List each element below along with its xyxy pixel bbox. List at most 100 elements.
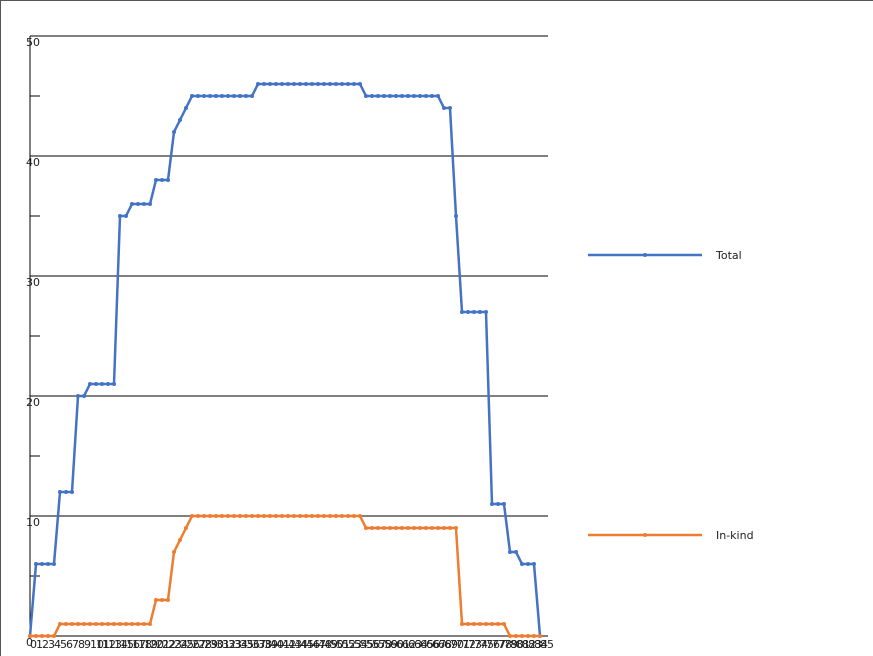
x-tick-label: 40 [270, 638, 284, 651]
point [502, 622, 506, 626]
point [364, 94, 368, 98]
point [526, 562, 530, 566]
point [70, 622, 74, 626]
x-tick-label: 14 [114, 638, 128, 651]
point [490, 622, 494, 626]
series-line [28, 82, 542, 637]
x-tick-label: 0 [30, 638, 37, 651]
point [304, 514, 308, 518]
x-tick-label: 31 [216, 638, 230, 651]
point [454, 526, 458, 530]
x-tick-label: 35 [240, 638, 254, 651]
point [436, 526, 440, 530]
x-tick-label: 11 [96, 638, 110, 651]
point [334, 82, 338, 86]
point [112, 382, 116, 386]
point [508, 634, 512, 638]
x-tick-label: 82 [522, 638, 536, 651]
point [64, 490, 68, 494]
point [196, 94, 200, 98]
x-tick-label: 1 [36, 638, 43, 651]
point [328, 82, 332, 86]
point [382, 526, 386, 530]
point [406, 94, 410, 98]
x-tick-label: 19 [144, 638, 158, 651]
point [58, 622, 62, 626]
x-tick-label: 75 [480, 638, 494, 651]
point [448, 106, 452, 110]
x-tick-label: 58 [378, 638, 392, 651]
point [346, 514, 350, 518]
x-tick-label: 72 [462, 638, 476, 651]
point [40, 634, 44, 638]
point [286, 514, 290, 518]
point [244, 94, 248, 98]
x-tick-label: 62 [402, 638, 416, 651]
x-tick-label: 21 [156, 638, 170, 651]
point [538, 634, 542, 638]
point [160, 598, 164, 602]
y-tick-label: 0 [26, 636, 33, 649]
point [484, 622, 488, 626]
point [316, 82, 320, 86]
point [52, 562, 56, 566]
point [160, 178, 164, 182]
point [400, 94, 404, 98]
y-tick-label: 20 [26, 396, 40, 409]
y-tick-label: 50 [26, 36, 40, 49]
point [466, 622, 470, 626]
point [184, 526, 188, 530]
point [466, 310, 470, 314]
point [310, 514, 314, 518]
point [208, 94, 212, 98]
x-tick-label: 54 [354, 638, 368, 651]
x-tick-label: 50 [330, 638, 344, 651]
x-tick-label: 59 [384, 638, 398, 651]
point [400, 526, 404, 530]
x-tick-label: 7 [72, 638, 79, 651]
point [394, 526, 398, 530]
point [202, 514, 206, 518]
point [238, 94, 242, 98]
point [82, 394, 86, 398]
x-tick-label: 43 [288, 638, 302, 651]
x-tick-label: 2 [42, 638, 49, 651]
point [370, 94, 374, 98]
point [232, 514, 236, 518]
point [238, 514, 242, 518]
x-tick-label: 84 [534, 638, 548, 651]
legend-marker [643, 533, 647, 537]
point [442, 106, 446, 110]
point [154, 598, 158, 602]
x-tick-label: 76 [486, 638, 500, 651]
x-tick-label: 78 [498, 638, 512, 651]
x-tick-label: 9 [84, 638, 91, 651]
point [34, 634, 38, 638]
x-tick-label: 66 [426, 638, 440, 651]
x-tick-label: 83 [528, 638, 542, 651]
point [406, 526, 410, 530]
point [352, 82, 356, 86]
x-tick-label: 56 [366, 638, 380, 651]
point [118, 622, 122, 626]
point [178, 538, 182, 542]
x-tick-label: 32 [222, 638, 236, 651]
x-tick-label: 15 [120, 638, 134, 651]
point [214, 514, 218, 518]
point [148, 622, 152, 626]
point [262, 82, 266, 86]
point [106, 622, 110, 626]
point [220, 94, 224, 98]
x-tick-label: 8 [78, 638, 85, 651]
point [322, 82, 326, 86]
point [454, 214, 458, 218]
point [436, 94, 440, 98]
x-tick-label: 46 [306, 638, 320, 651]
point [130, 202, 134, 206]
point [166, 178, 170, 182]
x-tick-label: 34 [234, 638, 248, 651]
point [226, 94, 230, 98]
point [430, 526, 434, 530]
